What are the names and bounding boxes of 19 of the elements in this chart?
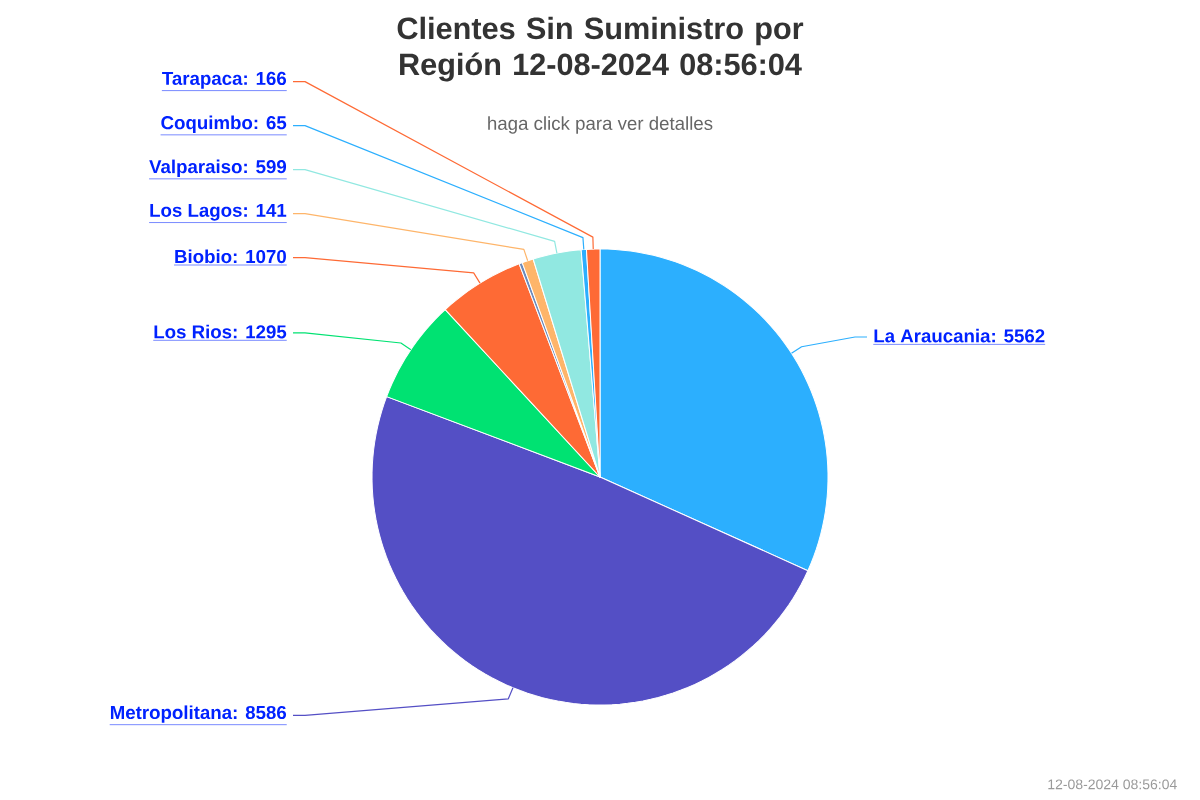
slice-label: Los Rios <box>154 324 232 339</box>
chart-title: Clientes Sin Suministro por Región 12-08-2024 08:56:04 <box>397 16 804 82</box>
slice-label: La Araucania <box>874 328 991 343</box>
data-label: : 1070 <box>233 249 286 264</box>
slice-label: Los Lagos <box>150 203 242 221</box>
data-label: : 1295 <box>233 325 287 339</box>
data-label: : 8586 <box>233 705 287 720</box>
slice-label: Coquimbo <box>161 115 253 133</box>
slice-label: Metropolitana <box>110 705 233 723</box>
slice-label: Tarapaca <box>162 72 243 89</box>
slice-label: Valparaiso <box>149 159 242 177</box>
text: haga click para ver detalles <box>488 116 713 134</box>
slice-label: Biobio <box>175 249 232 264</box>
data-label: : 166 <box>244 71 287 86</box>
data-label: : 65 <box>254 116 287 130</box>
data-label: : 599 <box>244 160 287 174</box>
text: 12-08-2024 08:56:04 <box>1048 779 1177 790</box>
data-label: : 141 <box>244 203 287 217</box>
data-label: : 5562 <box>992 329 1045 343</box>
